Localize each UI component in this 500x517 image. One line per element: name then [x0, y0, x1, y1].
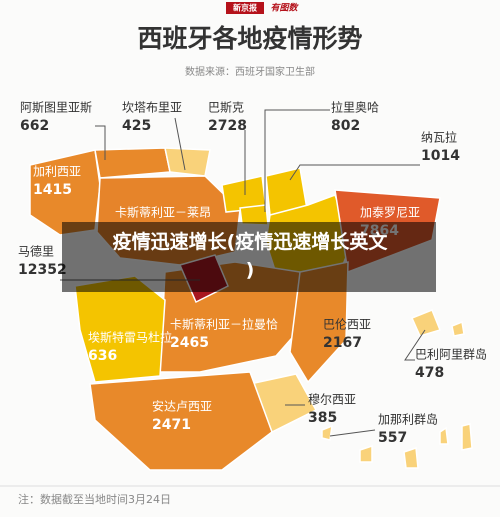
region-name: 拉里奥哈: [331, 100, 379, 115]
region-cases: 478: [415, 365, 444, 381]
leader: [95, 125, 106, 160]
region-cases: 636: [88, 348, 117, 364]
region-name: 巴伦西亚: [323, 317, 371, 332]
region-name: 加利西亚: [33, 165, 81, 179]
region-cases: 1014: [421, 148, 460, 164]
canary-3: [403, 446, 419, 469]
region-name: 纳瓦拉: [421, 130, 457, 145]
region-name: 加那利群岛: [378, 412, 438, 427]
region-cases: 2728: [208, 118, 247, 134]
region-name: 埃斯特雷马杜拉: [88, 330, 172, 345]
region-name: 马德里: [18, 244, 54, 259]
region-name: 穆尔西亚: [308, 392, 356, 407]
leader: [289, 164, 420, 181]
region-cases: 802: [331, 118, 360, 134]
region-name: 巴斯克: [208, 101, 244, 115]
leader: [329, 429, 376, 437]
canary-5: [461, 423, 473, 451]
source: 数据来源：西班牙国家卫生部: [185, 65, 315, 78]
leader: [404, 329, 426, 361]
region-cases: 12352: [18, 262, 67, 278]
region-cases: 557: [378, 430, 407, 446]
region-name: 阿斯图里亚斯: [20, 101, 92, 115]
balearic-2: [451, 320, 465, 337]
region-name: 加泰罗尼亚: [360, 206, 420, 220]
footer-note: 注：数据截至当地时间3月24日: [18, 492, 171, 506]
andalucia: [89, 371, 273, 471]
region-name: 安达卢西亚: [152, 399, 212, 414]
canary-4: [439, 426, 449, 445]
leader: [264, 109, 330, 212]
overlay-text: 疫情迅速增长(疫情迅速增长英文): [113, 230, 389, 281]
region-name: 卡斯蒂利亚－莱昂: [115, 206, 211, 220]
title: 西班牙各地疫情形势: [137, 24, 362, 53]
logo-box: [226, 2, 264, 14]
overlay: [62, 222, 436, 292]
cantabria: [164, 147, 211, 177]
region-cases: 2471: [152, 417, 191, 433]
balearic-1: [410, 309, 442, 337]
region-cases: 1415: [33, 182, 72, 198]
overlay-line: 疫情迅速增长(疫情迅速增长英文: [113, 230, 389, 253]
overlay-line: ): [246, 259, 255, 281]
region-name: 巴利阿里群岛: [415, 347, 487, 362]
logo: 新京报: [233, 3, 257, 13]
region-cases: 2465: [170, 335, 209, 351]
region-cases: 385: [308, 410, 337, 426]
logo-sub: 有图数: [270, 3, 299, 14]
canary-2: [359, 444, 373, 463]
canary-1: [321, 424, 333, 441]
region-cases: 662: [20, 118, 49, 134]
region-name: 卡斯蒂利亚－拉曼恰: [170, 317, 278, 332]
asturias: [94, 147, 171, 179]
region-cases: 2167: [323, 335, 362, 351]
leader: [174, 117, 186, 171]
region-name: 坎塔布里亚: [122, 101, 182, 115]
region-cases: 425: [122, 118, 151, 134]
